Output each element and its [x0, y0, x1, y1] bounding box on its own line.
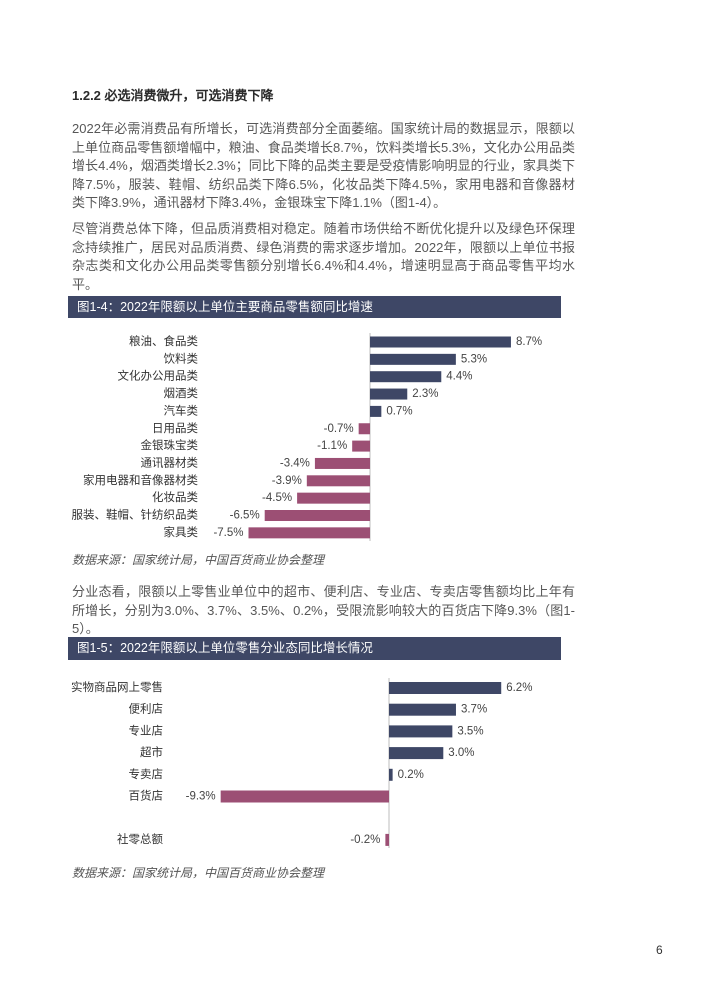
- category-label: 粮油、食品类: [129, 334, 198, 348]
- category-label: 饮料类: [164, 351, 199, 365]
- data-label: -4.5%: [262, 492, 292, 504]
- category-label: 家具类: [164, 525, 199, 539]
- bar: [314, 457, 370, 469]
- data-label: -1.1%: [317, 440, 347, 452]
- data-label: 5.3%: [461, 353, 487, 365]
- bar: [370, 371, 442, 383]
- bar: [220, 790, 389, 803]
- bar: [370, 353, 456, 365]
- category-label: 家用电器和音像器材类: [83, 473, 198, 487]
- body-paragraph: 2022年必需消费品有所增长，可选消费部分全面萎缩。国家统计局的数据显示，限额以…: [72, 121, 575, 210]
- data-label: -0.7%: [324, 423, 354, 435]
- figure-1-4-source-note: 数据来源：国家统计局，中国百货商业协会整理: [72, 553, 325, 567]
- bar: [370, 405, 382, 417]
- figure-1-5-title: 图1-5：2022年限额以上单位零售分业态同比增长情况: [68, 637, 561, 660]
- bar: [358, 423, 370, 435]
- figure-1-4-title: 图1-4：2022年限额以上单位主要商品零售额同比增速: [68, 296, 561, 318]
- data-label: 0.2%: [398, 769, 424, 781]
- bar: [389, 747, 444, 760]
- bar: [389, 682, 502, 694]
- figure-1-5-bar-chart: 实物商品网上零售 6.2% 便利店 3.7% 专业店 3.5% 超市 3.0% 专卖店 0.2% 百…: [71, 678, 532, 848]
- data-label: -6.5%: [230, 510, 260, 522]
- bar: [370, 388, 408, 400]
- bar: [297, 492, 370, 504]
- bar: [352, 440, 370, 452]
- body-paragraph: 分业态看，限额以上零售业单位中的超市、便利店、专业店、专卖店零售额均比上年有所增…: [72, 584, 575, 636]
- data-label: -3.9%: [272, 475, 302, 487]
- data-label: 0.7%: [386, 405, 412, 417]
- data-label: 4.4%: [446, 371, 472, 383]
- data-label: -0.2%: [350, 834, 380, 846]
- category-label: 日用品类: [152, 421, 198, 435]
- data-label: 6.2%: [506, 682, 532, 694]
- category-label: 百货店: [129, 789, 164, 803]
- bar: [389, 703, 456, 716]
- data-label: -7.5%: [213, 527, 243, 539]
- category-label: 便利店: [129, 702, 164, 716]
- category-label: 化妆品类: [152, 490, 198, 504]
- section-heading: 1.2.2 必选消费微升，可选消费下降: [72, 88, 274, 103]
- category-label: 通讯器材类: [141, 455, 199, 469]
- category-label: 服装、鞋帽、针纺织品类: [72, 508, 199, 522]
- category-label: 社零总额: [117, 832, 163, 846]
- data-label: -9.3%: [186, 791, 216, 803]
- data-label: 3.5%: [457, 725, 483, 737]
- page-number: 6: [656, 943, 663, 957]
- bar: [248, 527, 370, 539]
- bar: [389, 725, 453, 738]
- bar: [385, 833, 389, 846]
- bar: [306, 475, 370, 487]
- category-label: 汽车类: [164, 403, 199, 417]
- category-label: 实物商品网上零售: [71, 680, 163, 694]
- data-label: -3.4%: [280, 457, 310, 469]
- figure-1-4-bar-chart: 粮油、食品类 8.7% 饮料类 5.3% 文化办公用品类 4.4% 烟酒类 2.3% 汽车类 0.…: [72, 333, 542, 541]
- bar: [370, 336, 511, 348]
- bar: [389, 768, 393, 781]
- body-paragraph: 尽管消费总体下降，但品质消费相对稳定。随着市场供给不断优化提升以及绿色环保理念持…: [72, 221, 575, 292]
- category-label: 超市: [140, 745, 163, 759]
- figure-1-5-source-note: 数据来源：国家统计局，中国百货商业协会整理: [72, 866, 325, 880]
- data-label: 3.7%: [461, 704, 487, 716]
- category-label: 烟酒类: [164, 386, 199, 400]
- category-label: 金银珠宝类: [141, 438, 199, 452]
- data-label: 3.0%: [448, 747, 474, 759]
- data-label: 8.7%: [516, 336, 542, 348]
- category-label: 专业店: [129, 723, 164, 737]
- category-label: 专卖店: [129, 767, 164, 781]
- data-label: 2.3%: [412, 388, 438, 400]
- bar: [264, 510, 370, 521]
- category-label: 文化办公用品类: [118, 369, 199, 383]
